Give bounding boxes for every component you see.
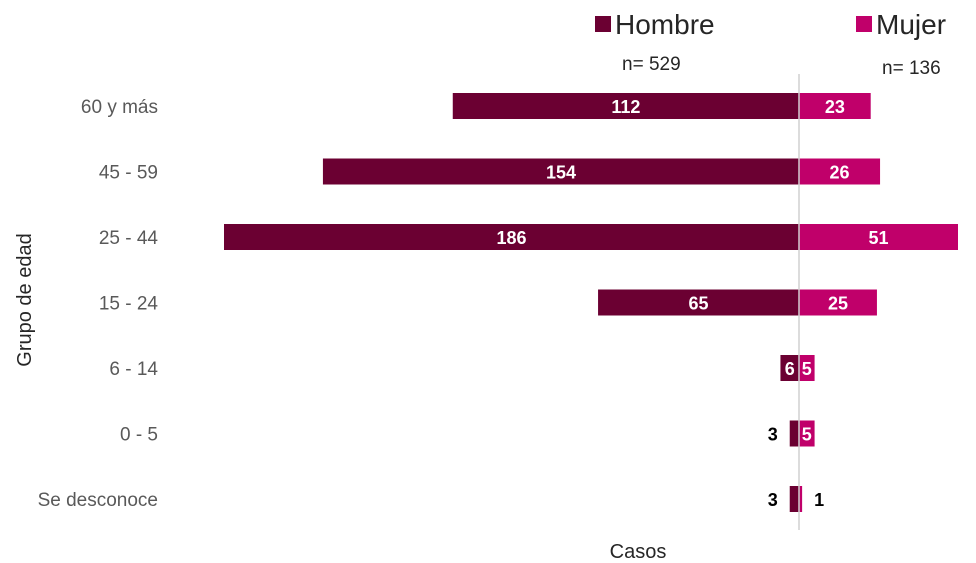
bar-hombre-60-y-mas <box>452 93 799 119</box>
bar-hombre-15-24 <box>598 289 799 316</box>
data-label-mujer-15-24: 25 <box>828 294 848 314</box>
data-label-hombre-25-44: 186 <box>496 228 526 248</box>
data-label-hombre-60-y-mas: 112 <box>611 97 640 117</box>
bar-mujer-0-5 <box>799 420 815 447</box>
data-label-hombre-15-24: 65 <box>689 294 709 314</box>
data-label-mujer-6-14: 5 <box>802 359 812 379</box>
data-label-hombre-se-desconoce: 3 <box>768 490 778 510</box>
bar-mujer-15-24 <box>799 289 877 316</box>
category-tick-45-59: 45 - 59 <box>99 163 158 184</box>
category-tick-60-y-mas: 60 y más <box>81 97 158 118</box>
x-axis-title: Casos <box>610 541 667 563</box>
bar-hombre-0-5 <box>789 420 799 447</box>
bar-mujer-45-59 <box>799 158 881 185</box>
legend-label-mujer: Mujer <box>876 9 946 40</box>
legend-n-hombre: n= 529 <box>622 54 681 75</box>
legend-swatch-hombre <box>595 16 611 32</box>
legend-label-hombre: Hombre <box>615 9 715 40</box>
legend-swatch-mujer <box>856 16 872 32</box>
category-ticks-group: 60 y más 45 - 59 25 - 44 15 - 24 6 - 14 0 - 5… <box>38 97 159 511</box>
data-label-mujer-0-5: 5 <box>802 425 812 445</box>
category-tick-0-5: 0 - 5 <box>120 425 158 446</box>
bar-mujer-60-y-mas <box>799 93 871 119</box>
data-label-mujer-se-desconoce: 1 <box>814 490 824 510</box>
category-tick-25-44: 25 - 44 <box>99 228 159 249</box>
data-label-hombre-0-5: 3 <box>768 425 778 445</box>
bar-hombre-se-desconoce <box>789 486 799 512</box>
bar-mujer-se-desconoce <box>799 486 803 512</box>
category-tick-6-14: 6 - 14 <box>109 359 158 380</box>
bar-mujer-6-14 <box>799 355 815 381</box>
data-label-hombre-45-59: 154 <box>546 163 576 183</box>
data-label-mujer-60-y-mas: 23 <box>825 97 845 117</box>
bars-group <box>224 93 958 512</box>
bar-hombre-45-59 <box>322 158 799 185</box>
bar-hombre-6-14 <box>780 355 799 381</box>
legend: Hombre n= 529 Mujer n= 136 <box>595 9 946 79</box>
data-label-hombre-6-14: 6 <box>785 359 795 379</box>
y-axis-title: Grupo de edad <box>14 233 36 366</box>
category-tick-se-desconoce: Se desconoce <box>38 490 158 511</box>
legend-n-mujer: n= 136 <box>882 58 941 79</box>
data-label-mujer-45-59: 26 <box>830 163 850 183</box>
data-label-mujer-25-44: 51 <box>868 228 888 248</box>
bar-hombre-25-44 <box>224 224 799 250</box>
category-tick-15-24: 15 - 24 <box>99 294 159 315</box>
bar-mujer-25-44 <box>799 224 958 250</box>
